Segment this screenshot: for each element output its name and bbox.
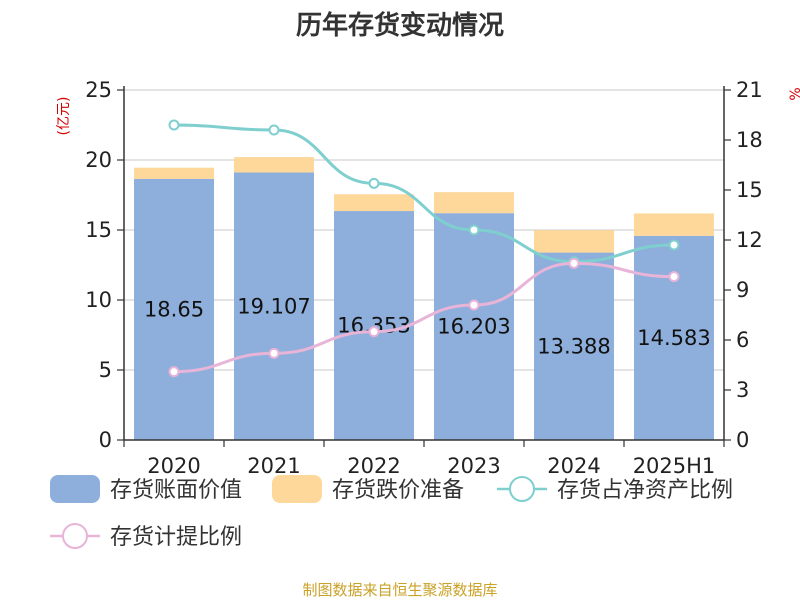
- bar-value-label: 18.65: [144, 297, 204, 321]
- lines: [168, 119, 680, 378]
- right-tick-label: 0: [736, 428, 749, 452]
- line-impairment-ratio: [173, 261, 675, 374]
- left-tick-label: 5: [99, 358, 112, 382]
- line-point: [668, 271, 680, 283]
- x-tick-label: 2024: [547, 454, 600, 478]
- bar-book-value: [534, 252, 614, 440]
- bar-impairment: [634, 213, 714, 236]
- bar-value-label: 19.107: [237, 294, 310, 318]
- legend-label: 存货跌价准备: [332, 478, 464, 503]
- line-point: [168, 119, 180, 131]
- bar-book-value: [334, 211, 414, 440]
- right-tick-label: 6: [736, 328, 749, 352]
- left-tick-label: 0: [99, 428, 112, 452]
- x-tick-label: 2023: [447, 454, 500, 478]
- legend-item-net-asset-ratio: 存货占净资产比例: [497, 476, 733, 503]
- bar-impairment: [334, 194, 414, 212]
- legend-marker: [509, 476, 535, 502]
- right-tick-label: 18: [736, 128, 763, 152]
- legend-marker: [62, 523, 88, 549]
- axes: 0 5 10 15 20 25 0 3 6 9 12 15 18 21 2020 2021 2022 2023 20…: [85, 78, 762, 478]
- legend-label: 存货账面价值: [110, 478, 242, 503]
- grid: [124, 89, 724, 371]
- bar-book-value: [234, 172, 314, 440]
- right-tick-label: 3: [736, 378, 749, 402]
- left-tick-label: 15: [85, 218, 112, 242]
- legend-item-impairment-ratio: 存货计提比例: [50, 523, 242, 550]
- legend-label: 存货占净资产比例: [557, 478, 733, 503]
- line-point: [468, 299, 480, 311]
- line-point: [168, 366, 180, 378]
- bar-impairment: [234, 157, 314, 173]
- line-point: [368, 326, 380, 338]
- right-axis-unit: %: [788, 87, 800, 100]
- legend-swatch: [50, 475, 100, 503]
- line-point: [268, 347, 280, 359]
- bar-impairment: [434, 192, 514, 214]
- legend-item-impairment: 存货跌价准备: [272, 475, 464, 503]
- left-axis-unit: (亿元): [56, 97, 72, 136]
- line-point: [468, 224, 480, 236]
- x-tick-label: 2021: [247, 454, 300, 478]
- line-point: [668, 239, 680, 251]
- left-tick-label: 20: [85, 148, 112, 172]
- legend-item-book-value: 存货账面价值: [50, 475, 242, 503]
- bar-value-label: 16.203: [437, 315, 510, 339]
- line-point: [368, 177, 380, 189]
- bar-value-label: 13.388: [537, 334, 610, 358]
- right-tick-label: 12: [736, 228, 763, 252]
- bars: [134, 157, 714, 440]
- bar-book-value: [434, 213, 514, 440]
- line-point: [268, 124, 280, 136]
- x-tick-label: 2022: [347, 454, 400, 478]
- x-tick-label: 2020: [147, 454, 200, 478]
- line-point: [568, 257, 580, 269]
- bar-impairment: [134, 167, 214, 179]
- right-tick-label: 15: [736, 178, 763, 202]
- bar-impairment: [534, 230, 614, 253]
- chart-title: 历年存货变动情况: [296, 10, 504, 41]
- bar-value-label: 14.583: [637, 326, 710, 350]
- bar-book-value: [634, 235, 714, 440]
- right-tick-label: 21: [736, 78, 763, 102]
- legend-swatch: [272, 475, 322, 503]
- left-tick-label: 10: [85, 288, 112, 312]
- source-note: 制图数据来自恒生聚源数据库: [302, 581, 497, 599]
- left-tick-label: 25: [85, 78, 112, 102]
- right-tick-label: 9: [736, 278, 749, 302]
- legend-label: 存货计提比例: [110, 525, 242, 550]
- x-tick-label: 2025H1: [633, 454, 716, 478]
- bar-book-value: [134, 178, 214, 440]
